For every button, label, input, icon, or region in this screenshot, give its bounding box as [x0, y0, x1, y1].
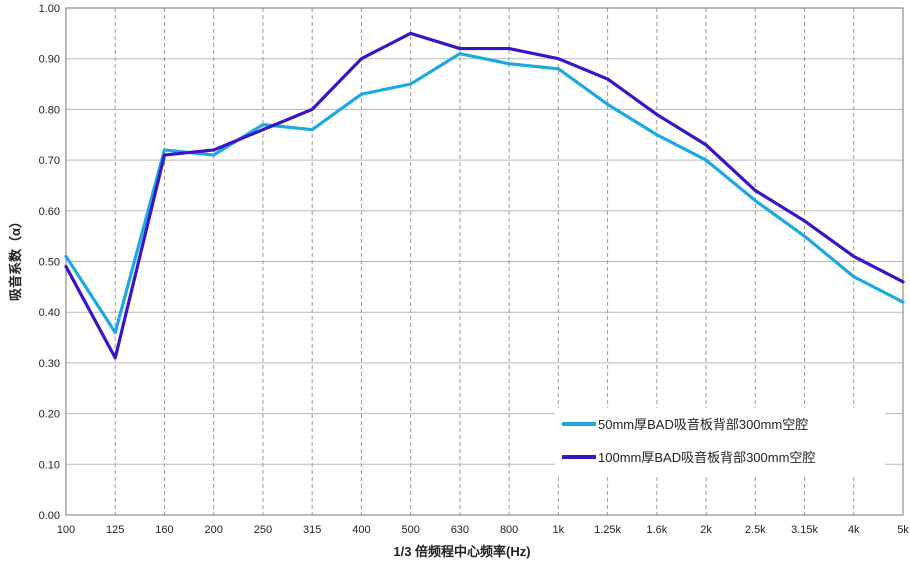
- x-tick-label: 1.25k: [594, 524, 621, 536]
- x-tick-label: 125: [106, 524, 124, 536]
- y-tick-label: 0.10: [39, 459, 60, 471]
- y-tick-label: 0.40: [39, 307, 60, 319]
- x-tick-label: 5k: [897, 524, 909, 536]
- y-tick-label: 0.80: [39, 104, 60, 116]
- y-tick-labels: 0.00 0.10 0.20 0.30 0.40 0.50 0.60 0.70 0.80 0.90…: [39, 3, 60, 522]
- y-tick-label: 0.70: [39, 155, 60, 167]
- x-tick-label: 1k: [553, 524, 565, 536]
- y-tick-label: 0.90: [39, 54, 60, 66]
- x-tick-label: 315: [303, 524, 321, 536]
- x-tick-labels: 100 125 160 200 250 315 400 500 630 800 1k 1.25k 1.6…: [57, 524, 909, 536]
- x-tick-label: 800: [500, 524, 518, 536]
- x-tick-label: 400: [352, 524, 370, 536]
- y-tick-label: 0.60: [39, 206, 60, 218]
- series-line-1: [64, 52, 905, 335]
- y-tick-label: 0.20: [39, 409, 60, 421]
- legend: 50mm厚BAD吸音板背部300mm空腔 100mm厚BAD吸音板背部300mm空…: [555, 408, 885, 474]
- x-tick-label: 160: [155, 524, 173, 536]
- y-tick-label: 1.00: [39, 3, 60, 15]
- legend-background: [555, 408, 885, 474]
- y-tick-label: 0.30: [39, 358, 60, 370]
- y-axis-title: 吸音系数（α）: [8, 215, 23, 301]
- series-line-2: [64, 31, 905, 360]
- x-tick-label: 250: [254, 524, 272, 536]
- series-layer: [64, 31, 905, 360]
- plot-frame: [65, 7, 904, 516]
- legend-label-2: 100mm厚BAD吸音板背部300mm空腔: [598, 450, 815, 465]
- legend-label-1: 50mm厚BAD吸音板背部300mm空腔: [598, 417, 808, 432]
- x-axis-title: 1/3 倍频程中心频率(Hz): [393, 544, 530, 559]
- x-tick-label: 2k: [700, 524, 712, 536]
- y-tick-label: 0.50: [39, 257, 60, 269]
- x-tick-label: 200: [205, 524, 223, 536]
- x-tick-label: 100: [57, 524, 75, 536]
- x-tick-label: 630: [451, 524, 469, 536]
- x-tick-label: 500: [401, 524, 419, 536]
- x-tick-label: 1.6k: [646, 524, 667, 536]
- x-tick-label: 3.15k: [791, 524, 818, 536]
- y-tick-label: 0.00: [39, 510, 60, 522]
- x-tick-label: 4k: [848, 524, 860, 536]
- x-tick-label: 2.5k: [745, 524, 766, 536]
